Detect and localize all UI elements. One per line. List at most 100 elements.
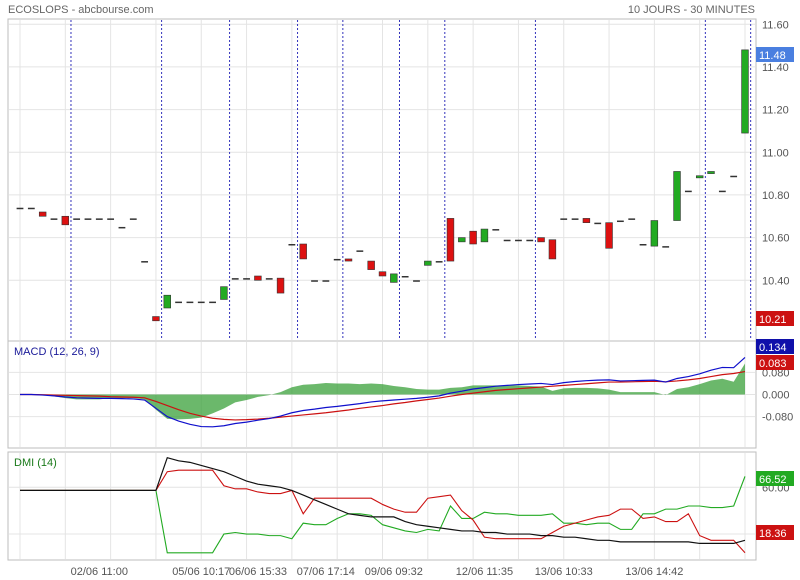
candle-body <box>311 280 318 282</box>
macd-histogram <box>20 363 745 420</box>
dmi-adx-line <box>20 456 746 545</box>
x-tick-label: 12/06 11:35 <box>456 566 513 578</box>
badge-last-price-text: 11.48 <box>759 50 786 62</box>
candle-body <box>650 220 659 247</box>
candle-body <box>390 273 398 283</box>
candle-body <box>129 218 137 220</box>
badge-di-minus-text: 18.36 <box>759 528 787 540</box>
candle-body <box>243 278 250 280</box>
candle-body <box>152 316 160 322</box>
chart-period: 10 JOURS - 30 MINUTES <box>628 4 755 16</box>
price-tick-label: 10.80 <box>762 190 790 202</box>
candle-body <box>582 218 591 223</box>
candle-body <box>695 175 704 179</box>
badge-low-price-bg <box>756 311 794 326</box>
candle-body <box>186 301 194 304</box>
chart-title: ECOSLOPS - abcbourse.com <box>8 4 154 16</box>
candle-body <box>254 275 262 281</box>
candle-body <box>378 271 387 277</box>
candle-body <box>107 218 115 220</box>
candle-body <box>469 230 477 245</box>
candle-body <box>707 171 715 174</box>
candle-body <box>560 218 568 220</box>
candle-body <box>61 215 70 226</box>
session-separators <box>70 20 752 340</box>
badge-low-price-text: 10.21 <box>759 314 787 326</box>
badge-low-price: 10.21 <box>756 311 794 326</box>
candle-body <box>276 277 285 294</box>
candle-body <box>616 220 624 223</box>
macd-label: MACD (12, 26, 9) <box>14 346 100 358</box>
badge-di-minus-bg <box>756 525 794 540</box>
price-tick-label: 10.40 <box>762 275 790 287</box>
candle-body <box>548 239 557 260</box>
candle-body <box>333 258 341 261</box>
price-tick-label: 11.40 <box>762 62 789 74</box>
macd-tick-label: -0.080 <box>762 412 793 424</box>
candle-body <box>118 226 126 229</box>
candle-body <box>605 222 613 249</box>
candle-body <box>684 190 692 193</box>
candle-body <box>288 244 296 246</box>
macd-tick-label: 0.080 <box>762 367 790 379</box>
badge-adx-bg <box>756 471 794 486</box>
badge-signal: 0.083 <box>756 355 794 370</box>
badge-macd-text: 0.134 <box>759 342 787 354</box>
candle-body <box>220 286 228 300</box>
macd-tick-label: 0.000 <box>762 390 790 402</box>
candle-body <box>50 218 58 220</box>
badge-adx-text: 66.52 <box>759 474 787 486</box>
candle-body <box>265 278 273 280</box>
candle-body <box>571 218 579 220</box>
macd-series <box>20 357 746 428</box>
badge-last-price-bg <box>756 47 794 62</box>
candle-body <box>38 211 47 217</box>
badge-signal-bg <box>756 355 794 370</box>
candle-body <box>344 258 353 262</box>
price-tick-label: 11.00 <box>762 147 789 159</box>
badge-adx: 66.52 <box>756 471 794 486</box>
candle-body <box>95 218 103 220</box>
axis-labels: 11.60 11.40 11.20 11.00 10.80 10.60 10.40 0.080… <box>71 19 794 578</box>
macd-line <box>20 357 746 428</box>
badge-last-price: 11.48 <box>756 47 794 62</box>
candle-body <box>594 222 602 225</box>
badge-macd-bg <box>756 339 794 354</box>
x-tick-label: 09/06 09:32 <box>365 566 423 578</box>
candle-body <box>299 243 307 260</box>
candle-body <box>413 280 420 282</box>
candle-body <box>718 190 726 193</box>
candle-body <box>492 229 500 231</box>
candle-body <box>175 301 182 304</box>
candle-body <box>537 237 545 243</box>
candle-body <box>741 49 749 134</box>
candle-body <box>662 246 670 248</box>
badge-di-minus: 18.36 <box>756 525 794 540</box>
candle-body <box>141 261 149 263</box>
candle-body <box>730 175 738 178</box>
x-tick-label: 02/06 11:00 <box>71 566 128 578</box>
x-tick-label: 13/06 14:42 <box>625 566 683 578</box>
x-tick-label: 13/06 10:33 <box>535 566 593 578</box>
badge-macd: 0.134 <box>756 339 794 354</box>
price-tick-label: 11.20 <box>762 105 789 117</box>
price-tick-label: 11.60 <box>762 19 789 31</box>
candle-body <box>503 239 511 242</box>
grid-layer <box>9 20 755 559</box>
candle-body <box>163 294 171 309</box>
price-candles <box>16 49 749 322</box>
candle-body <box>367 260 375 270</box>
x-tick-label: 06/06 15:33 <box>229 566 287 578</box>
candle-body <box>356 250 364 252</box>
dmi-panel <box>7 451 757 561</box>
candle-body <box>639 244 647 246</box>
candle-body <box>73 218 81 220</box>
candle-body <box>84 218 92 220</box>
candle-body <box>526 239 534 242</box>
candle-body <box>231 278 239 280</box>
candle-body <box>16 207 24 210</box>
candle-body <box>401 276 409 278</box>
candle-body <box>322 280 330 282</box>
